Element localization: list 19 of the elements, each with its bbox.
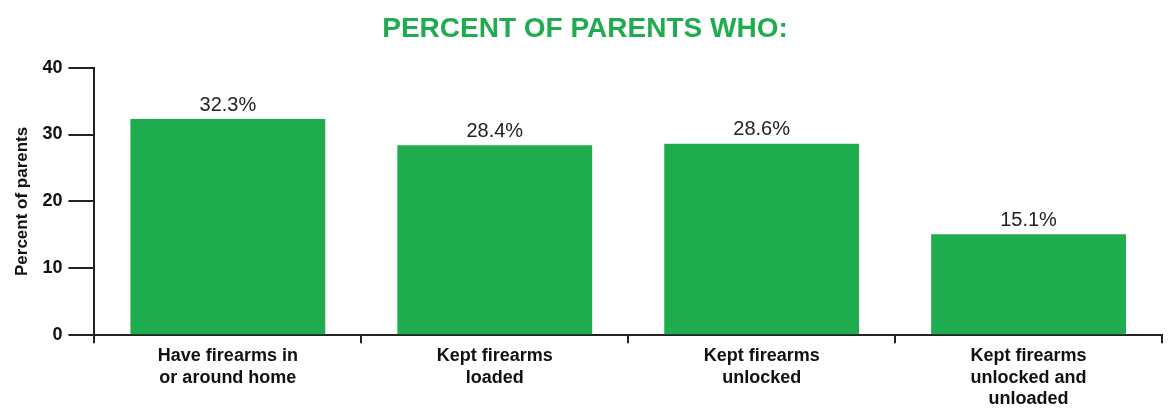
x-tick-label: Kept firearms loaded — [436, 344, 553, 387]
y-tick-label: 0 — [52, 324, 63, 345]
data-label: 15.1% — [1000, 207, 1058, 230]
data-label: 32.3% — [199, 92, 257, 115]
data-label: 28.6% — [733, 117, 791, 140]
y-tick-label: 30 — [42, 123, 63, 144]
chart-title: PERCENT OF PARENTS WHO: — [382, 11, 788, 43]
bar — [130, 119, 326, 335]
x-tick-label: Kept firearms unlocked — [703, 344, 820, 387]
bar — [931, 234, 1126, 335]
bar — [397, 145, 593, 335]
x-tick-label: Kept firearms unlocked and unloaded — [970, 344, 1087, 409]
data-label: 28.4% — [466, 118, 524, 141]
y-tick-label: 40 — [42, 56, 63, 77]
y-tick-label: 20 — [42, 190, 63, 211]
bar — [664, 143, 860, 335]
y-axis-title: Percent of parents — [11, 126, 31, 277]
y-tick-label: 10 — [42, 257, 63, 278]
x-tick-label: Have firearms in or around home — [157, 344, 298, 387]
